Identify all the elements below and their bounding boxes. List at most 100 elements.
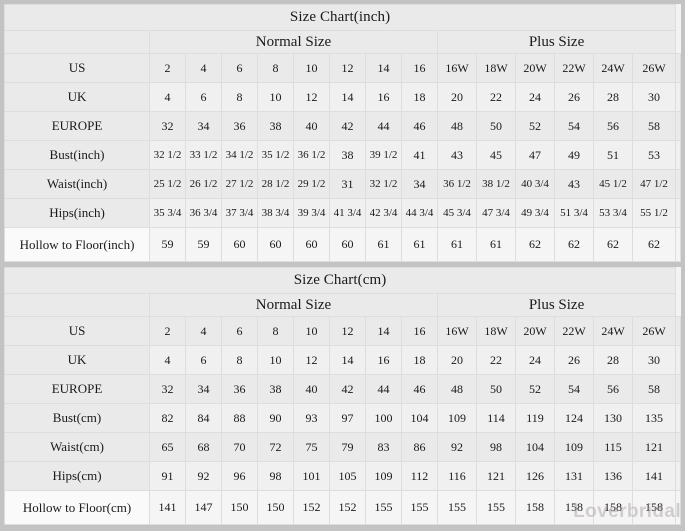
table-row: EUROPE 32 34 36 38 40 42 44 46 48 50 52 54 56 58 (4, 374, 681, 404)
row-end-spacer (675, 490, 681, 525)
data-cell: 60 (293, 227, 330, 262)
data-cell: 6 (185, 82, 222, 112)
data-cell: 28 (593, 82, 633, 112)
data-cell: 32 1/2 (365, 169, 402, 199)
data-cell: 50 (476, 111, 516, 141)
row-end-spacer (675, 140, 681, 170)
data-cell: 8 (221, 345, 258, 375)
data-cell: 115 (593, 432, 633, 462)
table-row: EUROPE 32 34 36 38 40 42 44 46 48 50 52 54 56 58 (4, 111, 681, 141)
data-cell: 45 (476, 140, 516, 170)
row-end-spacer (675, 227, 681, 262)
data-cell: 32 1/2 (149, 140, 186, 170)
data-cell: 20 (437, 82, 477, 112)
data-cell: 59 (185, 227, 222, 262)
data-cell: 51 (593, 140, 633, 170)
data-cell: 35 3/4 (149, 198, 186, 228)
data-cell: 35 1/2 (257, 140, 294, 170)
chart-title-row: Size Chart(cm) (3, 267, 681, 294)
data-cell: 18W (476, 316, 516, 346)
data-cell: 22W (554, 53, 594, 83)
data-cell: 48 (437, 374, 477, 404)
data-cell: 12 (293, 82, 330, 112)
data-cell: 48 (437, 111, 477, 141)
data-cell: 14 (329, 82, 366, 112)
data-cell: 22 (476, 345, 516, 375)
data-cell: 34 1/2 (221, 140, 258, 170)
row-label: Hips(inch) (4, 198, 150, 228)
data-cell: 22W (554, 316, 594, 346)
data-cell: 100 (365, 403, 402, 433)
data-cell: 25 1/2 (149, 169, 186, 199)
data-cell: 29 1/2 (293, 169, 330, 199)
data-cell: 27 1/2 (221, 169, 258, 199)
data-cell: 53 3/4 (593, 198, 633, 228)
data-cell: 4 (149, 345, 186, 375)
chart-title: Size Chart(cm) (3, 267, 677, 294)
data-cell: 51 3/4 (554, 198, 594, 228)
row-label: Bust(cm) (4, 403, 150, 433)
data-cell: 26 (554, 345, 594, 375)
size-chart-inch-table: Size Chart(inch) Normal Size Plus Size US 2 4… (3, 4, 681, 262)
data-cell: 4 (185, 316, 222, 346)
row-label: US (4, 316, 150, 346)
data-cell: 155 (476, 490, 516, 525)
table-row: Bust(inch) 32 1/2 33 1/2 34 1/2 35 1/2 36 1/2… (4, 140, 681, 170)
data-cell: 43 (554, 169, 594, 199)
data-cell: 93 (293, 403, 330, 433)
data-cell: 70 (221, 432, 258, 462)
data-cell: 136 (593, 461, 633, 491)
row-end-spacer (675, 461, 681, 491)
data-cell: 135 (631, 403, 677, 433)
data-cell: 88 (221, 403, 258, 433)
data-cell: 47 1/2 (631, 169, 677, 199)
data-cell: 124 (554, 403, 594, 433)
data-cell: 61 (437, 227, 477, 262)
data-cell: 38 (257, 374, 294, 404)
group-header-normal-size: Normal Size (149, 293, 438, 317)
data-cell: 44 (365, 111, 402, 141)
data-cell: 16 (365, 82, 402, 112)
row-label: Hollow to Floor(inch) (4, 227, 150, 262)
data-cell: 41 (401, 140, 438, 170)
data-cell: 58 (631, 374, 677, 404)
table-row: US 2 4 6 8 10 12 14 16 16W 18W 20W 22W 24W 26W (4, 53, 681, 83)
data-cell: 28 1/2 (257, 169, 294, 199)
data-cell: 14 (329, 345, 366, 375)
data-cell: 109 (554, 432, 594, 462)
table-row: UK 4 6 8 10 12 14 16 18 20 22 24 26 28 30 (4, 345, 681, 375)
data-cell: 53 (631, 140, 677, 170)
data-cell: 72 (257, 432, 294, 462)
data-cell: 16 (401, 316, 438, 346)
row-label: US (4, 53, 150, 83)
data-cell: 38 3/4 (257, 198, 294, 228)
data-cell: 126 (515, 461, 555, 491)
data-cell: 6 (185, 345, 222, 375)
data-cell: 26 (554, 82, 594, 112)
data-cell: 22 (476, 82, 516, 112)
data-cell: 40 (293, 111, 330, 141)
size-chart-inch-body: Size Chart(inch) Normal Size Plus Size US 2 4… (3, 4, 681, 262)
data-cell: 112 (401, 461, 438, 491)
data-cell: 56 (593, 111, 633, 141)
group-header-row: Normal Size Plus Size (4, 30, 681, 54)
data-cell: 83 (365, 432, 402, 462)
row-end-spacer (675, 374, 681, 404)
data-cell: 41 3/4 (329, 198, 366, 228)
data-cell: 38 1/2 (476, 169, 516, 199)
data-cell: 65 (149, 432, 186, 462)
size-chart-cm-block: Size Chart(cm) Normal Size Plus Size US 2 4 6 8… (0, 264, 685, 531)
data-cell: 10 (293, 316, 330, 346)
data-cell: 20 (437, 345, 477, 375)
data-cell: 147 (185, 490, 222, 525)
data-cell: 60 (257, 227, 294, 262)
data-cell: 12 (329, 316, 366, 346)
data-cell: 43 (437, 140, 477, 170)
data-cell: 16W (437, 53, 477, 83)
data-cell: 18 (401, 345, 438, 375)
row-label: UK (4, 345, 150, 375)
data-cell: 62 (593, 227, 633, 262)
group-header-row: Normal Size Plus Size (4, 293, 681, 317)
data-cell: 60 (221, 227, 258, 262)
